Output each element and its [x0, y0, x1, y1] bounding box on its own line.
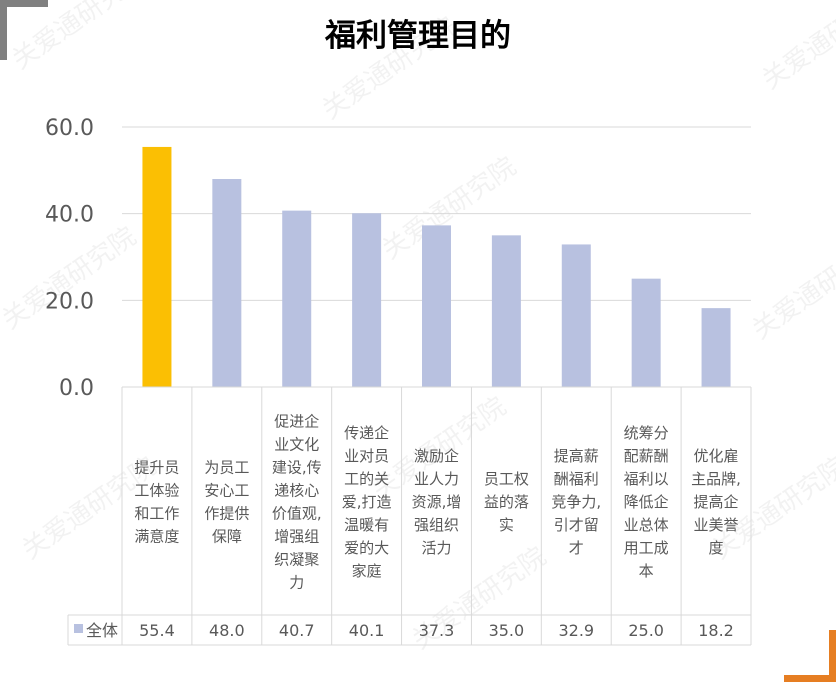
- category-label: 业对员: [344, 447, 389, 465]
- category-label: 本: [639, 562, 654, 580]
- legend-label: 全体: [86, 621, 118, 640]
- watermark-text: 关爱通研究院: [757, 0, 836, 96]
- category-label: 爱,打造: [342, 493, 392, 511]
- y-tick-label: 20.0: [45, 289, 94, 314]
- category-label: 提升员: [134, 459, 179, 477]
- category-label: 提高薪: [554, 447, 599, 465]
- category-label: 安心工: [204, 482, 249, 500]
- category-label: 激励企: [414, 447, 459, 465]
- data-value-label: 37.3: [419, 621, 455, 640]
- category-label: 配薪酬: [624, 447, 669, 465]
- data-value-label: 48.0: [209, 621, 245, 640]
- y-tick-label: 60.0: [45, 116, 94, 141]
- category-label: 作提供: [204, 505, 249, 523]
- data-value-label: 40.1: [349, 621, 385, 640]
- category-label: 家庭: [352, 562, 382, 580]
- category-label: 才: [569, 539, 584, 557]
- category-label: 实: [499, 516, 514, 534]
- data-value-label: 35.0: [489, 621, 525, 640]
- y-tick-label: 40.0: [45, 203, 94, 228]
- category-label: 促进企: [274, 413, 319, 431]
- category-label: 业美誉: [694, 516, 739, 534]
- bar: [142, 146, 172, 387]
- corner-decoration-bottom-right: [784, 630, 836, 682]
- corner-decoration-top-left: [0, 0, 48, 60]
- category-label: 和工作: [134, 505, 179, 523]
- watermark-text: 关爱通研究院: [317, 12, 462, 126]
- category-label: 力: [289, 574, 304, 592]
- category-label: 活力: [421, 539, 451, 557]
- category-label: 强组织: [414, 516, 459, 534]
- watermark-text: 关爱通研究院: [747, 232, 836, 346]
- category-label: 传递企: [344, 424, 389, 442]
- category-label: 用工成: [624, 539, 669, 557]
- category-label: 竞争力,: [551, 493, 601, 511]
- category-label: 统筹分: [624, 424, 669, 442]
- category-label: 降低企: [624, 493, 669, 511]
- category-label: 价值观,: [272, 505, 322, 523]
- category-label: 保障: [212, 528, 242, 546]
- category-label: 提高企: [694, 493, 739, 511]
- category-label: 爱的大: [344, 539, 389, 557]
- bar: [282, 210, 312, 387]
- category-label: 递核心: [274, 482, 319, 500]
- category-label: 业人力: [414, 470, 459, 488]
- bar: [352, 213, 382, 387]
- data-value-label: 18.2: [698, 621, 734, 640]
- bar: [422, 225, 451, 387]
- category-label: 优化雇: [694, 447, 739, 465]
- category-label: 引才留: [554, 516, 599, 534]
- category-label: 度: [709, 539, 724, 557]
- category-label: 工体验: [134, 482, 179, 500]
- category-label: 为员工: [204, 459, 249, 477]
- category-label: 温暖有: [344, 516, 389, 534]
- bar: [701, 308, 731, 387]
- bar: [212, 179, 242, 387]
- category-label: 益的落: [484, 493, 529, 511]
- watermark-text: 关爱通研究院: [7, 0, 152, 76]
- category-label: 业总体: [624, 516, 669, 534]
- bar: [491, 235, 521, 387]
- bar: [631, 278, 661, 387]
- category-label: 主品牌,: [691, 470, 741, 488]
- data-value-label: 40.7: [279, 621, 315, 640]
- category-label: 工的关: [344, 470, 389, 488]
- data-value-label: 32.9: [558, 621, 594, 640]
- category-label: 资源,增: [412, 493, 462, 511]
- category-label: 增强组: [274, 528, 319, 546]
- category-label: 福利以: [624, 470, 669, 488]
- category-label: 酬福利: [554, 470, 599, 488]
- data-value-label: 25.0: [628, 621, 664, 640]
- watermark-text: 关爱通研究院: [0, 222, 142, 336]
- legend-swatch: [74, 624, 83, 633]
- data-value-label: 55.4: [139, 621, 175, 640]
- category-label: 业文化: [274, 436, 319, 454]
- category-label: 建设,传: [272, 459, 322, 477]
- category-label: 员工权: [484, 470, 529, 488]
- category-label: 织凝聚: [274, 551, 319, 569]
- bar: [561, 244, 591, 387]
- y-tick-label: 0.0: [59, 376, 94, 401]
- chart-title: 福利管理目的: [325, 18, 511, 54]
- category-label: 满意度: [134, 528, 179, 546]
